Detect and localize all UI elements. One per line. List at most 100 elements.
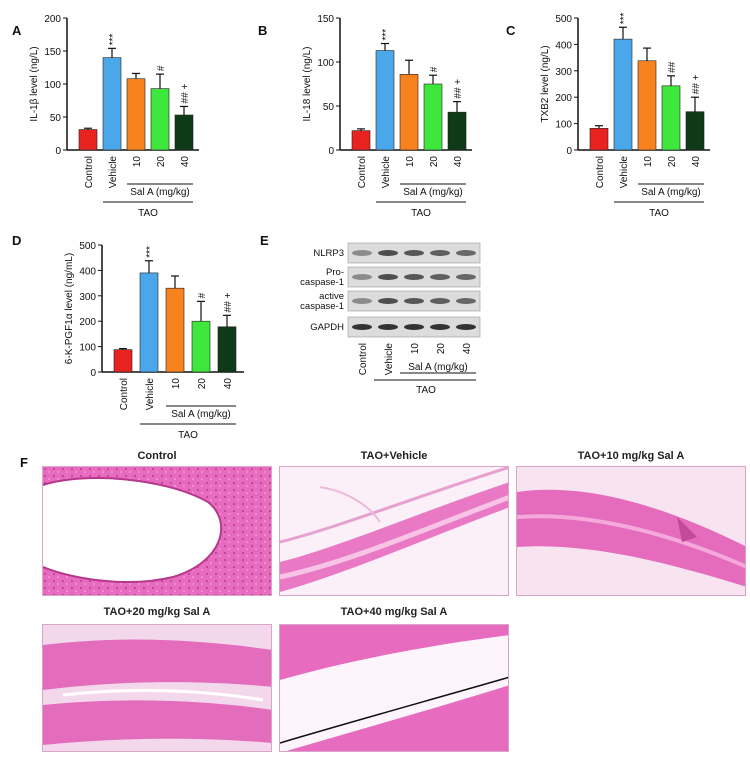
significance-label: #	[156, 65, 167, 71]
y-tick-label: 150	[317, 14, 334, 25]
blot-band	[456, 324, 476, 330]
significance-label: ## +	[691, 74, 702, 94]
significance-label: ## +	[223, 292, 234, 312]
bar	[685, 111, 705, 151]
y-tick-label: 100	[79, 343, 96, 354]
bar	[102, 57, 122, 151]
y-tick-label: 50	[50, 113, 62, 124]
blot-band	[378, 250, 398, 256]
significance-label: ***	[381, 29, 392, 41]
y-tick-label: 200	[555, 93, 572, 104]
bar	[165, 287, 185, 373]
category-label: Control	[84, 156, 95, 188]
y-tick-label: 0	[90, 368, 96, 379]
bar	[113, 349, 133, 373]
group-label: Sal A (mg/kg)	[171, 409, 230, 420]
blot-lane-label: Control	[358, 343, 369, 375]
blot-band	[430, 298, 450, 304]
outer-label: TAO	[178, 430, 198, 441]
blot-band	[430, 250, 450, 256]
category-label: 40	[453, 156, 464, 168]
category-label: Control	[119, 378, 130, 410]
histology-image-tao-10	[516, 466, 746, 596]
group-label: Sal A (mg/kg)	[408, 362, 467, 373]
y-tick-label: 0	[328, 146, 334, 157]
bar-chart-a: A 0 50 100 150 200 IL-1β level (ng/L) Control **…	[12, 14, 199, 219]
bar	[613, 38, 633, 151]
y-tick-label: 0	[55, 146, 61, 157]
y-tick-label: 150	[44, 47, 61, 58]
blot-band	[352, 250, 372, 256]
category-label: Vehicle	[619, 156, 630, 189]
category-label: 10	[171, 378, 182, 390]
histology-image-tao-vehicle	[279, 466, 509, 596]
histology-title-tao-vehicle: TAO+Vehicle	[360, 450, 428, 462]
panel-letter: D	[12, 233, 21, 248]
blot-lane-label: 20	[436, 343, 447, 355]
y-tick-label: 50	[323, 102, 335, 113]
category-label: 10	[132, 156, 143, 168]
bar	[139, 272, 159, 373]
blot-lane-label: Vehicle	[384, 343, 395, 376]
significance-label: ***	[145, 246, 156, 258]
histology-title-control: Control	[137, 450, 177, 462]
histology-image-control	[42, 466, 272, 596]
blot-band	[404, 274, 424, 280]
bar	[423, 83, 443, 151]
bar-chart-b: B 0 50 100 150 IL-18 level (ng/L) Control *** Ve…	[258, 14, 472, 219]
category-label: Vehicle	[108, 156, 119, 189]
outer-label: TAO	[649, 208, 669, 219]
histology-image-tao-40	[279, 624, 509, 752]
bar	[447, 111, 467, 151]
blot-lane-label: 40	[462, 343, 473, 355]
y-axis-label: IL-1β level (ng/L)	[29, 46, 40, 121]
panel-letter: A	[12, 23, 22, 38]
y-tick-label: 100	[555, 120, 572, 131]
blot-band	[352, 298, 372, 304]
bar	[351, 130, 371, 151]
significance-label: ## +	[180, 84, 191, 104]
category-label: 40	[180, 156, 191, 168]
blot-lane-label: 10	[410, 343, 421, 355]
blot-band	[456, 250, 476, 256]
bar-chart-d: D 0 100 200 300 400 500 6-K-PGF1α level (ng/mL)…	[12, 233, 244, 441]
histology-title-tao-20: TAO+20 mg/kg Sal A	[103, 606, 211, 618]
y-tick-label: 0	[566, 146, 572, 157]
blot-band	[404, 298, 424, 304]
bar	[191, 320, 211, 373]
significance-label: ## +	[453, 79, 464, 99]
panel-letter-f: F	[20, 455, 28, 470]
bar	[375, 50, 395, 151]
bar	[217, 326, 237, 373]
blot-band	[456, 298, 476, 304]
y-tick-label: 400	[555, 40, 572, 51]
category-label: 20	[667, 156, 678, 168]
group-label: Sal A (mg/kg)	[130, 187, 189, 198]
blot-band	[430, 274, 450, 280]
bar	[637, 60, 657, 151]
outer-label: TAO	[411, 208, 431, 219]
category-label: 20	[429, 156, 440, 168]
y-tick-label: 200	[79, 317, 96, 328]
significance-label: ##	[667, 61, 678, 73]
y-tick-label: 400	[79, 266, 96, 277]
outer-label: TAO	[416, 385, 436, 396]
y-tick-label: 300	[79, 292, 96, 303]
category-label: 40	[223, 378, 234, 390]
blot-row-label: active	[319, 291, 344, 302]
blot-band	[378, 298, 398, 304]
blot-band	[404, 324, 424, 330]
blot-band	[430, 324, 450, 330]
y-tick-label: 100	[317, 58, 334, 69]
bar	[399, 74, 419, 151]
y-tick-label: 300	[555, 67, 572, 78]
category-label: 20	[197, 378, 208, 390]
y-tick-label: 500	[79, 241, 96, 252]
y-axis-label: TXB2 level (ng/L)	[540, 45, 551, 122]
y-tick-label: 100	[44, 80, 61, 91]
blot-row-label: caspase-1	[300, 277, 344, 288]
histology-title-tao-10: TAO+10 mg/kg Sal A	[577, 450, 685, 462]
category-label: Vehicle	[381, 156, 392, 189]
blot-row-label: caspase-1	[300, 301, 344, 312]
